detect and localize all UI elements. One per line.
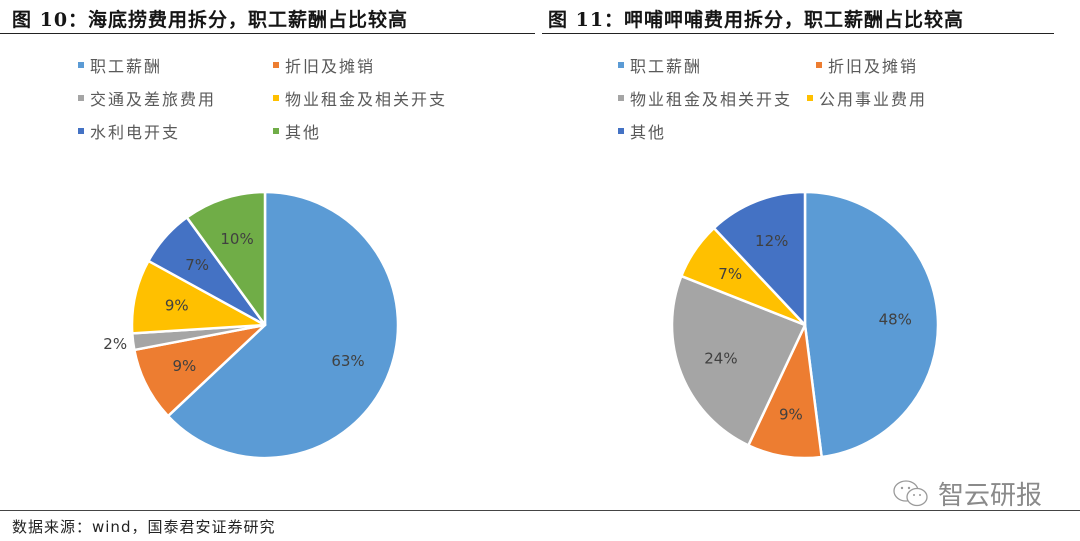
footer-divider xyxy=(0,510,1080,511)
figure-10-title: 图 10：海底捞费用拆分，职工薪酬占比较高 xyxy=(12,9,409,31)
legend-swatch-icon xyxy=(78,95,84,101)
legend-label: 物业租金及相关开支 xyxy=(630,90,793,109)
title-divider xyxy=(0,33,535,34)
data-source-note: 数据来源：wind，国泰君安证券研究 xyxy=(12,518,276,536)
legend-item: 公用事业费用 xyxy=(807,88,928,109)
pie-slice xyxy=(670,274,807,447)
slice-label: 9% xyxy=(165,296,189,314)
figure-11-pie-chart: 48% 9% 24% 7% 12% xyxy=(670,190,940,460)
pie-slice xyxy=(803,190,940,459)
figure-10-pie-chart: 63% 9% 2% 9% 7% 10% xyxy=(103,190,400,460)
watermark: 智云研报 xyxy=(892,475,1042,512)
legend-item: 物业租金及相关开支 xyxy=(273,88,448,109)
legend-swatch-icon xyxy=(816,62,822,68)
slice-label: 9% xyxy=(779,405,803,423)
legend-item: 其他 xyxy=(618,121,667,142)
figure-10-panel: 图 10：海底捞费用拆分，职工薪酬占比较高 职工薪酬 折旧及摊销 交通及差旅费用… xyxy=(0,9,535,460)
slice-label: 2% xyxy=(103,335,127,353)
slice-label: 48% xyxy=(879,310,912,328)
legend-item: 折旧及摊销 xyxy=(273,55,376,76)
slice-label: 9% xyxy=(173,357,197,375)
legend-swatch-icon xyxy=(78,62,84,68)
legend-item: 水利电开支 xyxy=(78,121,181,142)
figure-11-title: 图 11：呷哺呷哺费用拆分，职工薪酬占比较高 xyxy=(548,9,965,31)
legend-label: 折旧及摊销 xyxy=(828,57,919,76)
slice-label: 63% xyxy=(331,352,364,370)
legend-swatch-icon xyxy=(78,128,84,134)
legend-swatch-icon xyxy=(273,62,279,68)
legend-swatch-icon xyxy=(618,128,624,134)
legend-item: 职工薪酬 xyxy=(618,55,703,76)
legend-label: 物业租金及相关开支 xyxy=(285,90,448,109)
slice-label: 10% xyxy=(220,230,253,248)
legend-item: 折旧及摊销 xyxy=(816,55,919,76)
legend-label: 职工薪酬 xyxy=(630,57,703,76)
legend-swatch-icon xyxy=(618,95,624,101)
figure-11-panel: 图 11：呷哺呷哺费用拆分，职工薪酬占比较高 职工薪酬 折旧及摊销 物业租金及相… xyxy=(540,0,1080,541)
slice-label: 7% xyxy=(718,265,742,283)
legend-label: 折旧及摊销 xyxy=(285,57,376,76)
pie-slice xyxy=(166,190,400,460)
legend-item: 职工薪酬 xyxy=(78,55,163,76)
legend-swatch-icon xyxy=(807,95,813,101)
legend-label: 职工薪酬 xyxy=(90,57,163,76)
legend-label: 公用事业费用 xyxy=(819,90,928,109)
legend-item: 其他 xyxy=(273,121,322,142)
pie-slice xyxy=(712,190,807,327)
legend-label: 水利电开支 xyxy=(90,123,181,142)
wechat-icon xyxy=(893,479,928,506)
watermark-text: 智云研报 xyxy=(938,481,1043,511)
legend-label: 其他 xyxy=(285,123,322,142)
slice-label: 7% xyxy=(185,256,209,274)
legend-swatch-icon xyxy=(273,128,279,134)
legend-item: 物业租金及相关开支 xyxy=(618,88,793,109)
legend-label: 交通及差旅费用 xyxy=(90,90,217,109)
legend-swatch-icon xyxy=(273,95,279,101)
slice-label: 24% xyxy=(704,349,737,367)
slice-label: 12% xyxy=(755,232,788,250)
legend-swatch-icon xyxy=(618,62,624,68)
legend-item: 交通及差旅费用 xyxy=(78,88,217,109)
legend-label: 其他 xyxy=(630,123,667,142)
title-divider xyxy=(542,33,1054,34)
pie-slice xyxy=(185,190,267,327)
